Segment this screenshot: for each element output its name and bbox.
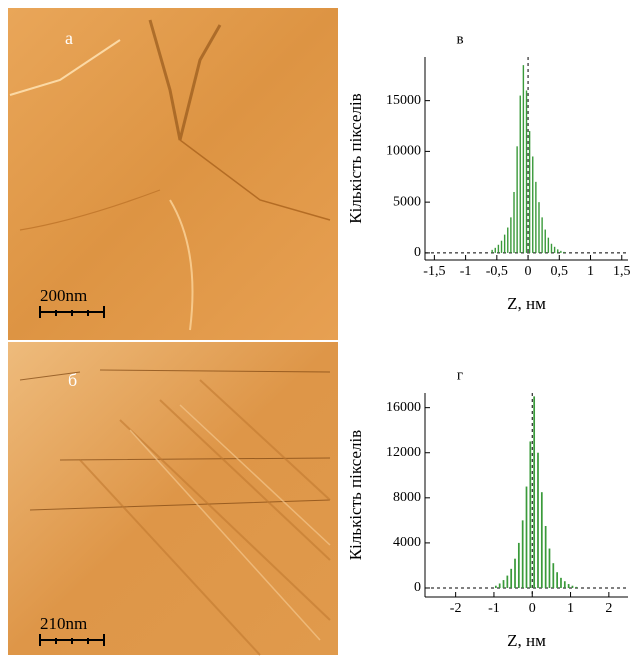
bar — [560, 577, 562, 588]
bar — [547, 237, 550, 253]
bar — [500, 240, 503, 253]
y-tick-label: 12000 — [386, 445, 421, 460]
bar — [510, 568, 513, 588]
bar — [494, 585, 497, 588]
afm-image-a: а 200nm — [8, 8, 338, 340]
y-tick-label: 0 — [414, 580, 421, 595]
bar — [571, 585, 574, 588]
bar — [535, 181, 537, 253]
bar — [506, 575, 509, 588]
bar — [502, 580, 505, 588]
bar — [548, 548, 551, 588]
bar — [532, 156, 534, 253]
y-tick-label: 15000 — [386, 93, 421, 108]
bar — [507, 227, 509, 253]
bar — [491, 249, 493, 253]
x-tick-label: 2 — [605, 601, 612, 616]
bar — [537, 452, 539, 588]
bar — [498, 583, 501, 588]
bar — [560, 250, 562, 253]
bar — [557, 249, 559, 253]
bar — [563, 581, 566, 588]
bar — [519, 95, 521, 253]
bar — [514, 558, 516, 588]
x-tick-label: -0,5 — [486, 264, 508, 279]
bar — [552, 563, 555, 588]
bar — [563, 251, 565, 253]
afm-image-b: б 210nm — [8, 342, 338, 656]
x-tick-label: -1 — [460, 264, 472, 279]
y-tick-label: 8000 — [393, 490, 421, 505]
y-tick-label: 0 — [414, 245, 421, 260]
bar — [544, 229, 546, 253]
bar — [533, 396, 536, 588]
y-axis-label: Кількість пікселів — [346, 93, 365, 223]
y-axis-label: Кількість пікселів — [346, 430, 365, 560]
x-tick-label: 1,5 — [613, 264, 630, 279]
bar — [513, 191, 515, 253]
x-axis-label: Z, нм — [507, 631, 546, 650]
bar — [575, 586, 578, 588]
x-tick-label: 0 — [525, 264, 532, 279]
y-tick-label: 16000 — [386, 400, 421, 415]
x-tick-label: 1 — [587, 264, 594, 279]
chart-title: в — [456, 31, 463, 47]
bar — [540, 492, 543, 588]
bar — [529, 441, 532, 588]
bar — [550, 243, 553, 253]
chart-title: г — [457, 367, 463, 383]
x-tick-label: -2 — [450, 601, 462, 616]
bar — [522, 65, 525, 253]
x-tick-label: -1,5 — [423, 264, 445, 279]
bar — [538, 202, 540, 253]
scale-bar — [39, 634, 105, 646]
scale-bar-label: 200nm — [40, 286, 87, 305]
bar — [516, 146, 518, 253]
y-tick-label: 10000 — [386, 144, 421, 159]
y-tick-label: 5000 — [393, 194, 421, 209]
image-label: б — [68, 370, 77, 390]
bar — [521, 520, 524, 588]
bar — [525, 90, 528, 253]
x-tick-label: -1 — [488, 601, 500, 616]
x-axis-label: Z, нм — [507, 294, 546, 313]
bar — [525, 486, 528, 588]
bar — [510, 217, 512, 253]
bar — [497, 244, 500, 253]
bar — [517, 542, 520, 588]
x-tick-label: 0,5 — [551, 264, 569, 279]
bar — [494, 247, 496, 253]
y-tick-label: 4000 — [393, 535, 421, 550]
bar — [553, 246, 556, 253]
x-tick-label: 0 — [529, 601, 536, 616]
bar — [528, 131, 531, 253]
bar — [556, 572, 559, 588]
scale-bar-label: 210nm — [40, 614, 87, 633]
image-label: а — [65, 28, 73, 48]
scale-bar — [39, 306, 105, 318]
bar — [503, 234, 506, 253]
bar — [541, 217, 543, 253]
bar — [567, 584, 570, 588]
x-tick-label: 1 — [567, 601, 574, 616]
bar — [544, 525, 547, 588]
